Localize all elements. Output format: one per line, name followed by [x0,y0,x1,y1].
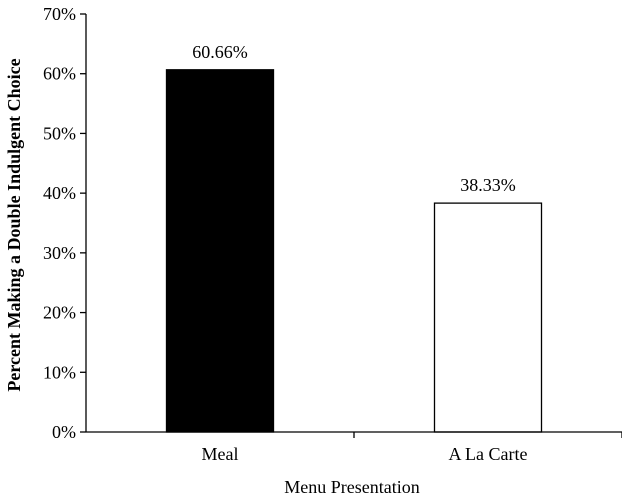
bar-meal [165,69,275,433]
y-tick-label: 50% [43,123,76,143]
y-axis-label: Percent Making a Double Indulgent Choice [4,58,24,391]
y-tick-label: 10% [43,362,76,382]
bar-value-label: 60.66% [192,42,248,62]
x-tick-label: Meal [202,444,239,464]
y-tick-label: 40% [43,183,76,203]
y-tick-label: 20% [43,303,76,323]
x-axis-ticks: Meal A La Carte [202,432,622,464]
bars: 60.66% 38.33% [165,42,543,433]
y-tick-label: 0% [52,422,76,442]
x-tick-label: A La Carte [449,444,528,464]
x-axis-label: Menu Presentation [284,477,419,497]
y-tick-label: 60% [43,64,76,84]
y-axis-ticks: 0% 10% 20% 30% 40% 50% 60% 70% [43,4,86,442]
bar-value-label: 38.33% [460,175,516,195]
y-tick-label: 30% [43,243,76,263]
bar-a-la-carte [433,202,543,433]
y-tick-label: 70% [43,4,76,24]
